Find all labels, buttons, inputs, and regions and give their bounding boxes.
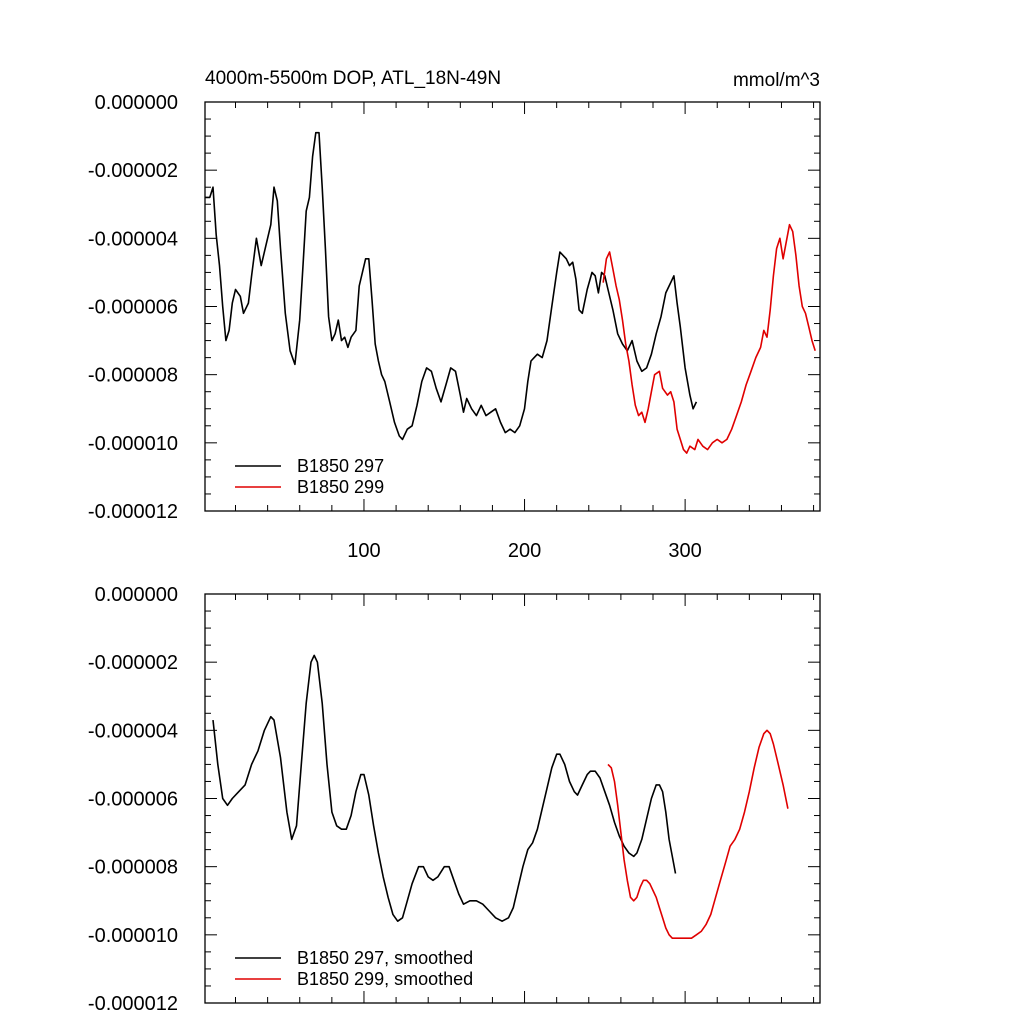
panel-top-frame [204,101,821,512]
x-tick-label: 200 [508,540,541,562]
units-label: mmol/m^3 [733,70,820,91]
y-tick-label: -0.000006 [88,297,178,319]
y-tick-label: -0.000004 [88,720,178,742]
y-tick-label: -0.000010 [88,925,178,947]
x-tick-label: 300 [668,540,701,562]
series-line-b1850-297 [205,131,698,441]
y-tick-label: -0.000008 [88,365,178,387]
panel-top: 0.000000 -0.000002 -0.000004 -0.000006 -0.00… [88,92,821,562]
panel-top-lines [205,131,816,454]
legend-label: B1850 297, smoothed [297,948,473,968]
panel-bottom-frame [204,593,821,1004]
panel-bottom-labels: 0.000000 -0.000002 -0.000004 -0.000006 -0.00… [88,584,178,1015]
legend-label: B1850 297 [297,456,384,476]
y-tick-label: 0.000000 [95,92,178,114]
y-tick-label: -0.000002 [88,652,178,674]
legend-label: B1850 299 [297,477,384,497]
panel-bottom: 0.000000 -0.000002 -0.000004 -0.000006 -0.00… [88,584,821,1015]
panel-bottom-lines [212,654,789,939]
y-tick-label: -0.000006 [88,789,178,811]
series-line-b1850-297-smoothed [212,654,677,922]
y-tick-label: -0.000002 [88,160,178,182]
panel-top-labels: 0.000000 -0.000002 -0.000004 -0.000006 -0.00… [88,92,702,562]
y-tick-label: -0.000004 [88,228,178,250]
y-tick-label: -0.000012 [88,993,178,1015]
y-tick-label: -0.000008 [88,857,178,879]
x-tick-label: 100 [347,540,380,562]
legend-label: B1850 299, smoothed [297,969,473,989]
chart-title: 4000m-5500m DOP, ATL_18N-49N [205,68,501,89]
panel-top-ticks [204,101,821,512]
series-line-b1850-299 [602,223,816,454]
y-tick-label: 0.000000 [95,584,178,606]
y-tick-label: -0.000010 [88,433,178,455]
panel-bottom-ticks [204,593,821,1004]
series-line-b1850-299-smoothed [607,729,789,939]
y-tick-label: -0.000012 [88,501,178,523]
